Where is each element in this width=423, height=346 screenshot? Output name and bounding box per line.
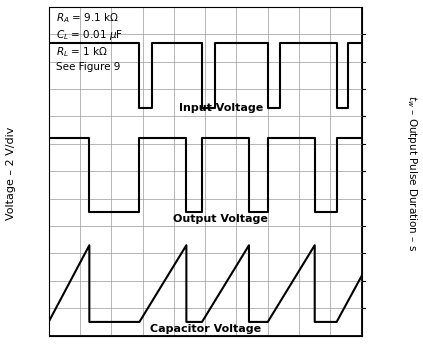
- Text: See Figure 9: See Figure 9: [56, 62, 121, 72]
- Text: $t_w$ – Output Pulse Duration – s: $t_w$ – Output Pulse Duration – s: [405, 95, 420, 251]
- Text: Output Voltage: Output Voltage: [173, 214, 268, 224]
- Text: $R_L$ = 1 k$\Omega$: $R_L$ = 1 k$\Omega$: [56, 45, 109, 59]
- Text: Input Voltage: Input Voltage: [179, 103, 263, 113]
- Text: Capacitor Voltage: Capacitor Voltage: [150, 324, 261, 334]
- Text: Voltage – 2 V/div: Voltage – 2 V/div: [5, 126, 16, 220]
- Text: $C_L$ = 0.01 $\mu$F: $C_L$ = 0.01 $\mu$F: [56, 28, 124, 42]
- Text: $R_A$ = 9.1 k$\Omega$: $R_A$ = 9.1 k$\Omega$: [56, 11, 119, 25]
